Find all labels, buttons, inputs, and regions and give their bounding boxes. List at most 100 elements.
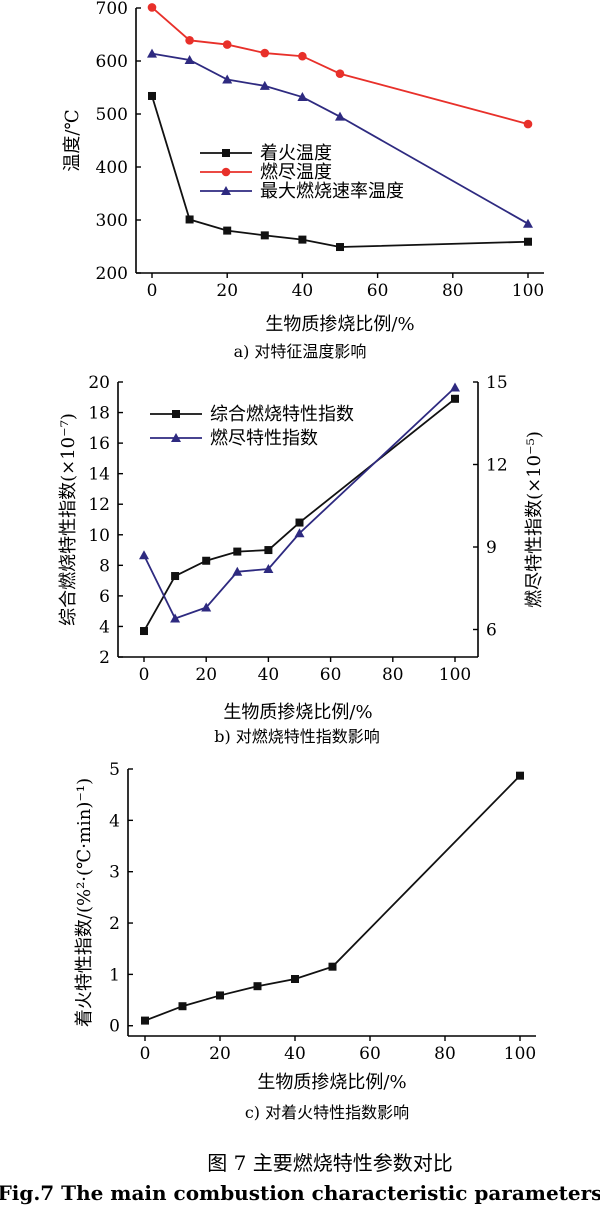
subcaption-a: a) 对特征温度影响 <box>234 342 367 361</box>
y-tick-label: 700 <box>96 0 128 19</box>
x-axis-title: 生物质掺烧比例/% <box>265 314 414 335</box>
data-point <box>328 962 337 971</box>
legend-label: 燃尽温度 <box>260 162 332 183</box>
y-tick-label: 16 <box>88 434 110 454</box>
data-point <box>295 518 304 527</box>
y-tick-label: 300 <box>96 211 128 231</box>
figure-caption-en: Fig.7 The main combustion characteristic… <box>0 1181 600 1205</box>
x-tick-label: 60 <box>367 281 389 301</box>
y-tick-label: 0 <box>109 1017 120 1037</box>
y-axis-title: 温度/℃ <box>62 109 83 171</box>
data-point <box>294 528 305 538</box>
data-point <box>232 566 243 576</box>
x-tick-label: 0 <box>147 281 158 301</box>
y-tick-label: 4 <box>109 811 120 831</box>
x-tick-label: 20 <box>209 1044 231 1064</box>
data-point <box>297 92 308 102</box>
x-tick-label: 60 <box>320 665 342 685</box>
x-tick-label: 40 <box>292 281 314 301</box>
data-point <box>216 991 224 1000</box>
legend-label: 最大燃烧速率温度 <box>260 181 404 202</box>
data-point <box>451 394 459 403</box>
data-point <box>264 546 273 555</box>
data-point <box>222 74 233 84</box>
y-axis-title: 着火特性指数/(%²·(℃·min)⁻¹) <box>74 778 95 1027</box>
y-tick-label: 6 <box>99 587 110 607</box>
legend-marker <box>172 410 180 418</box>
x-tick-label: 100 <box>504 1044 536 1064</box>
y-tick-label: 600 <box>96 52 128 72</box>
data-point <box>148 91 156 100</box>
legend-marker <box>221 167 231 177</box>
data-point <box>170 613 181 623</box>
y-right-tick-label: 12 <box>486 456 508 476</box>
y-tick-label: 1 <box>109 965 120 985</box>
x-tick-label: 80 <box>434 1044 456 1064</box>
data-point <box>185 36 194 45</box>
x-tick-label: 60 <box>359 1044 381 1064</box>
data-point <box>147 3 157 12</box>
data-point <box>298 51 307 61</box>
y-tick-label: 8 <box>99 556 110 576</box>
x-tick-label: 80 <box>442 281 464 301</box>
data-point <box>516 771 524 780</box>
x-tick-label: 100 <box>512 281 544 301</box>
y-tick-label: 4 <box>99 617 110 637</box>
x-tick-label: 20 <box>195 665 217 685</box>
data-point <box>335 69 345 79</box>
legend-label: 燃尽特性指数 <box>210 428 318 449</box>
data-point <box>185 215 194 224</box>
data-point <box>141 1016 149 1025</box>
legend-label: 着火温度 <box>260 143 332 164</box>
subcaption-c: c) 对着火特性指数影响 <box>245 1103 409 1122</box>
legend-marker <box>222 149 230 157</box>
legend-marker <box>171 433 181 442</box>
data-point <box>291 975 299 984</box>
y-right-tick-label: 9 <box>486 538 497 558</box>
data-point <box>523 218 533 228</box>
data-point <box>260 48 270 58</box>
x-tick-label: 40 <box>284 1044 306 1064</box>
y-tick-label: 5 <box>109 760 120 780</box>
y-tick-label: 10 <box>88 526 110 546</box>
y-tick-label: 12 <box>88 495 110 515</box>
y-tick-label: 20 <box>88 373 110 393</box>
x-tick-label: 0 <box>139 665 150 685</box>
x-tick-label: 100 <box>439 665 471 685</box>
data-point <box>263 564 274 573</box>
y-tick-label: 18 <box>88 404 110 424</box>
x-tick-label: 40 <box>258 665 280 685</box>
chart-c-ignition-index: 0 20 40 60 80 100 0 1 2 3 4 5 生物质掺烧比例/% 着火特性指数/(%²·(℃… <box>74 760 536 1093</box>
figure-caption-cn: 图 7 主要燃烧特性参数对比 <box>207 1151 452 1175</box>
y-tick-label: 3 <box>109 863 120 883</box>
data-point <box>253 982 262 991</box>
data-point <box>147 48 157 58</box>
legend-marker <box>221 186 231 195</box>
data-point <box>523 119 533 129</box>
data-point <box>184 54 195 64</box>
x-axis-title: 生物质掺烧比例/% <box>223 702 372 723</box>
data-point <box>298 235 307 244</box>
data-point <box>336 243 344 252</box>
series-line <box>144 775 521 1022</box>
subcaption-b: b) 对燃烧特性指数影响 <box>214 727 380 746</box>
y-tick-label: 200 <box>96 264 128 284</box>
series-line <box>151 6 529 125</box>
data-point <box>222 40 232 49</box>
legend-label: 综合燃烧特性指数 <box>210 404 354 425</box>
y-right-tick-label: 15 <box>486 373 508 393</box>
y-tick-label: 2 <box>109 914 120 934</box>
data-point <box>260 231 269 240</box>
y-tick-label: 14 <box>88 465 110 485</box>
data-point <box>139 550 149 560</box>
data-point <box>140 627 148 636</box>
data-point <box>233 547 242 556</box>
x-tick-label: 0 <box>140 1044 151 1064</box>
data-point <box>259 80 270 90</box>
data-point <box>171 572 180 581</box>
y-right-tick-label: 6 <box>486 621 497 641</box>
data-point <box>524 237 532 246</box>
y-tick-label: 2 <box>99 648 110 668</box>
x-axis-title: 生物质掺烧比例/% <box>257 1072 406 1093</box>
chart-b-combustion-indices: 0 20 40 60 80 100 2 4 6 8 10 12 14 16 18 20 6 9 12 15 生物质掺烧比… <box>58 373 545 723</box>
